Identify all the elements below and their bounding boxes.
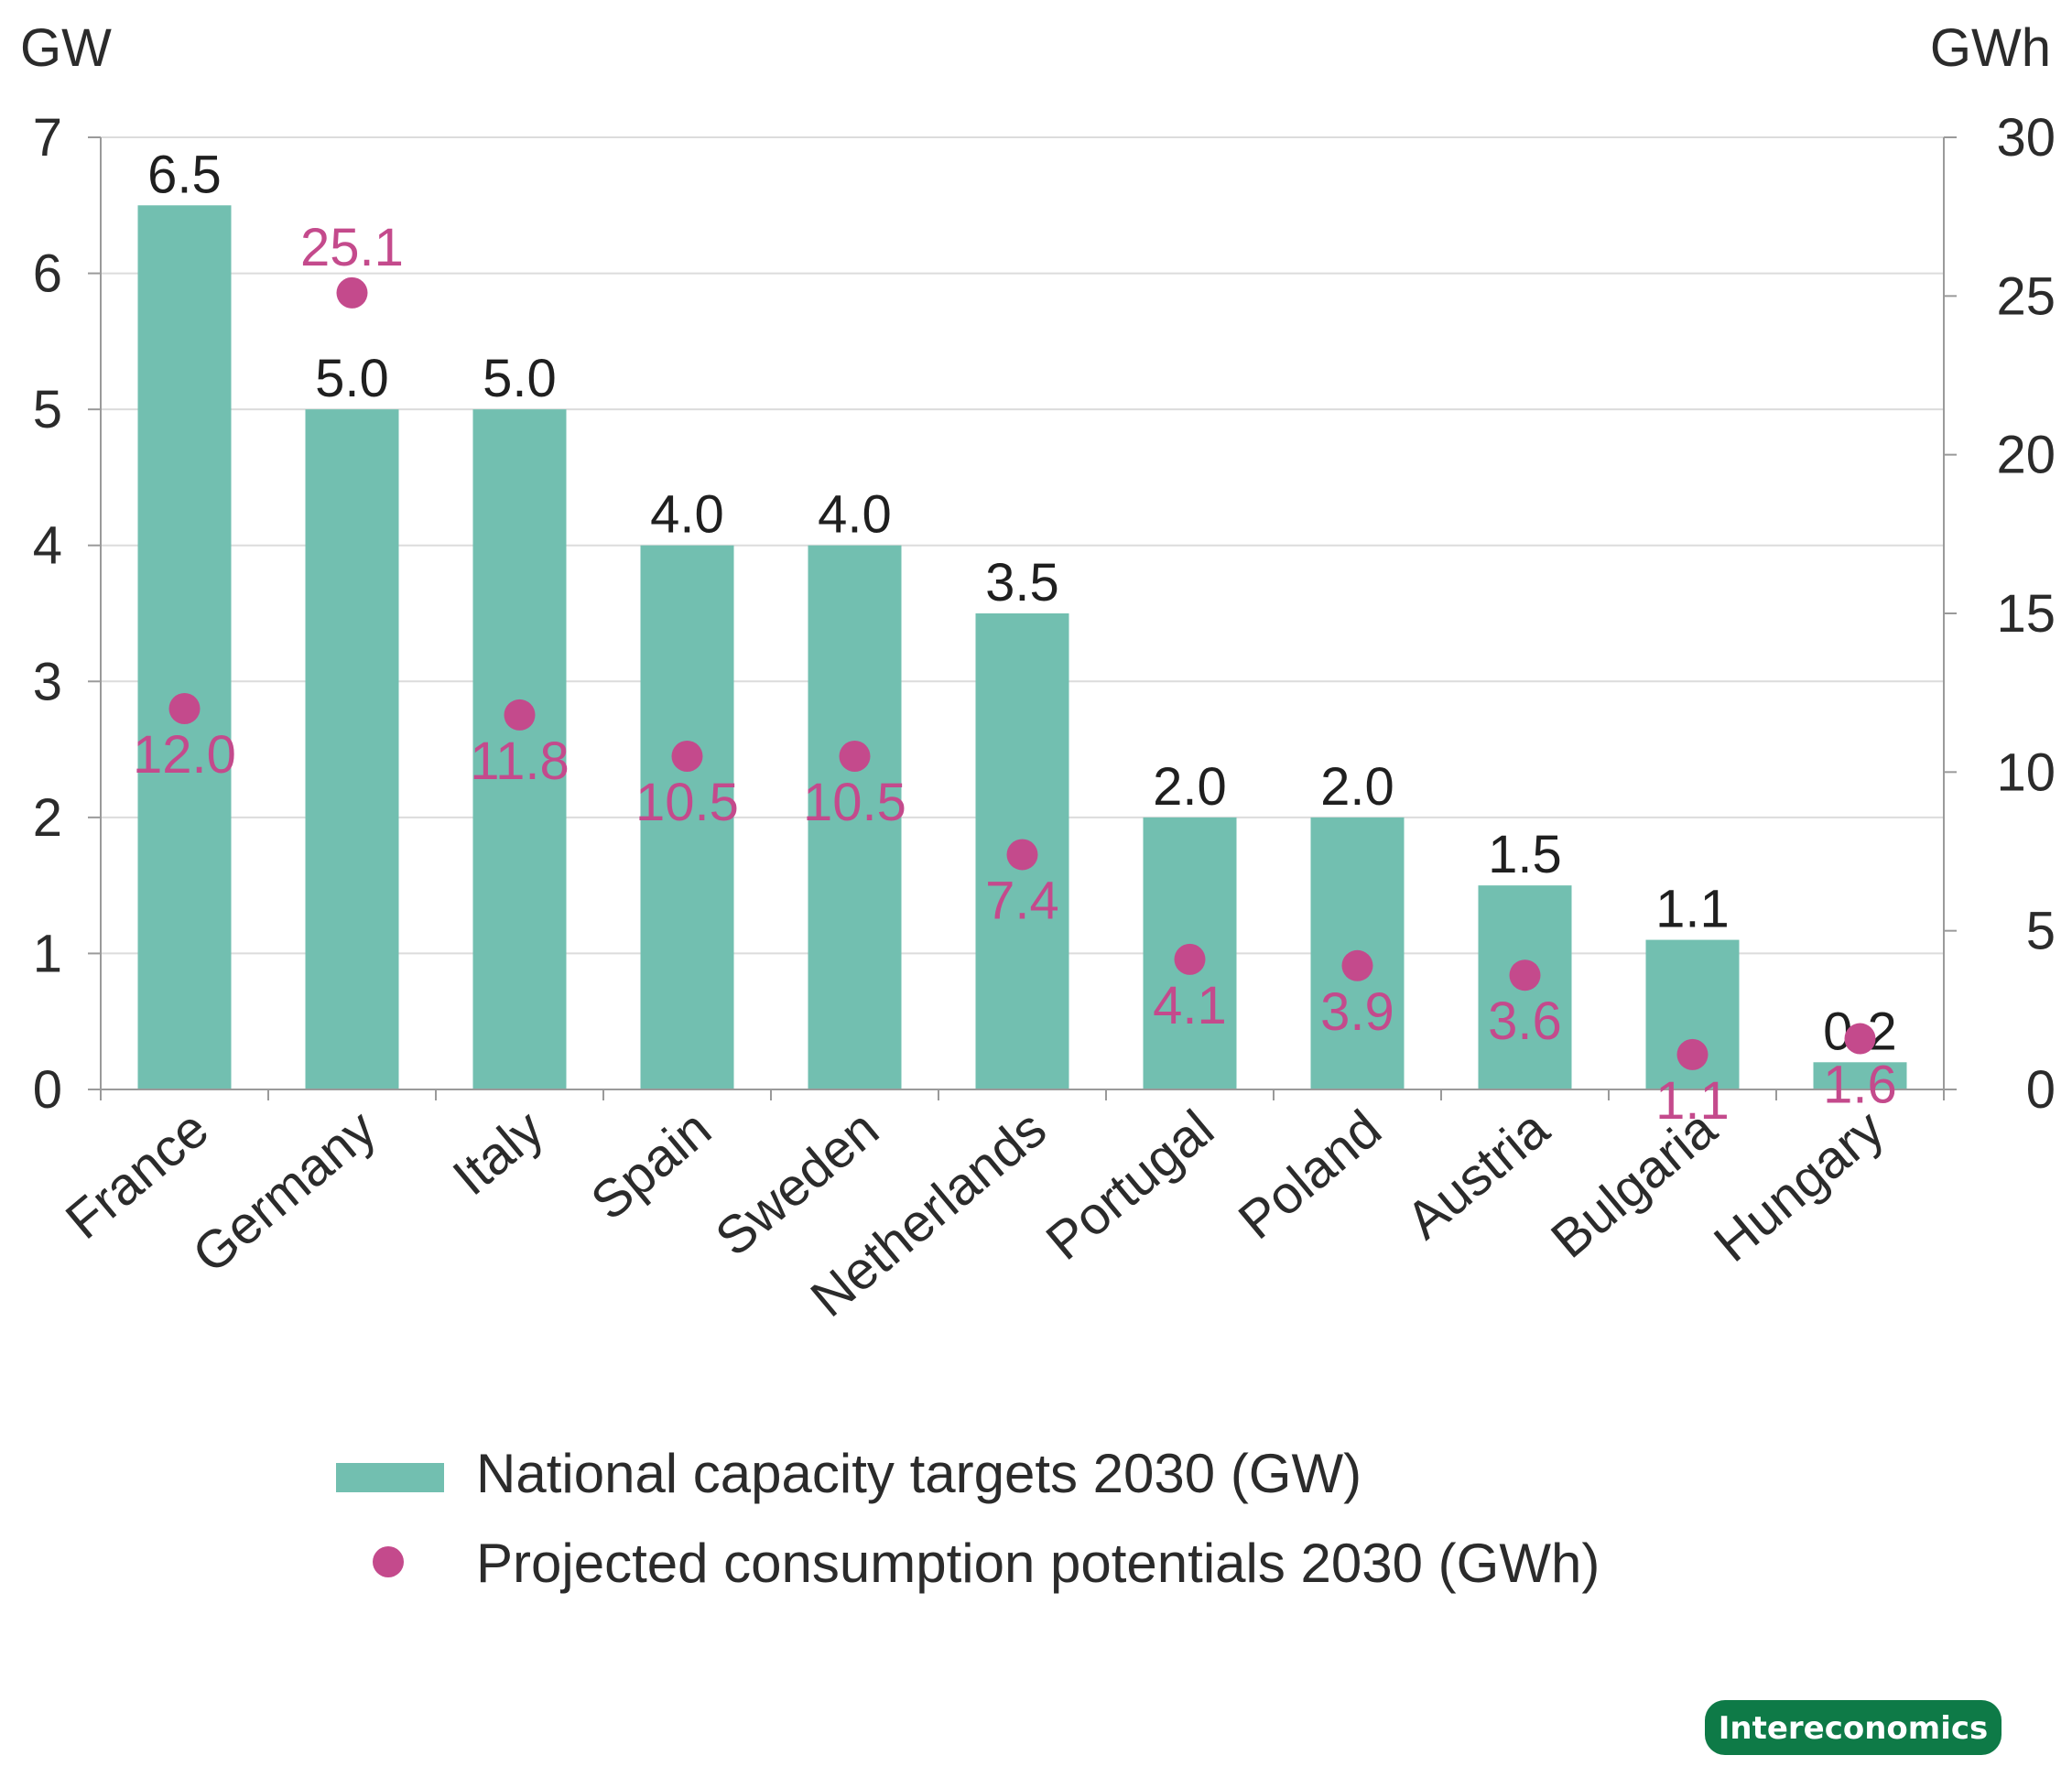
left-tick-label: 7 (33, 108, 62, 168)
dot-bulgaria (1676, 1038, 1709, 1070)
category-label-italy: Italy (442, 1099, 555, 1207)
source-badge-text: Intereconomics (1719, 1710, 1989, 1747)
dot-label-france: 12.0 (133, 725, 236, 785)
right-axis-ticks: 0 5 10 15 20 25 30 (1944, 108, 2056, 1120)
bar-sweden (808, 545, 902, 1089)
left-tick-label: 6 (33, 244, 62, 304)
dot-label-austria: 3.6 (1488, 991, 1562, 1051)
dot-netherlands (1006, 839, 1038, 871)
dot-italy (504, 699, 536, 731)
right-tick-label: 0 (2026, 1060, 2056, 1120)
dot-label-italy: 11.8 (470, 731, 570, 791)
bar-italy (472, 409, 567, 1090)
dot-label-sweden: 10.5 (803, 773, 906, 832)
dot-poland (1341, 949, 1373, 981)
dot-label-spain: 10.5 (635, 773, 739, 832)
category-label-austria: Austria (1395, 1099, 1561, 1251)
dot-label-bulgaria: 1.1 (1655, 1071, 1730, 1131)
bar-label-sweden: 4.0 (818, 485, 892, 545)
dot-series (168, 276, 1876, 1070)
bar-france (137, 205, 232, 1090)
right-tick-label: 30 (1996, 108, 2056, 168)
category-label-hungary: Hungary (1703, 1099, 1895, 1273)
bar-spain (640, 545, 734, 1089)
bar-label-italy: 5.0 (483, 349, 557, 408)
category-label-germany: Germany (181, 1099, 386, 1284)
legend: National capacity targets 2030 (GW) Proj… (336, 1443, 1600, 1594)
legend-dot-swatch (373, 1546, 404, 1577)
dot-hungary (1844, 1023, 1876, 1055)
left-tick-label: 0 (33, 1060, 62, 1120)
bar-label-bulgaria: 1.1 (1655, 880, 1730, 939)
category-label-poland: Poland (1228, 1099, 1393, 1251)
bar-hungary (1813, 1062, 1907, 1089)
dot-france (168, 693, 201, 724)
dot-spain (671, 741, 703, 772)
dot-portugal (1174, 943, 1206, 975)
bar-value-labels: 6.55.05.04.04.03.52.02.01.51.10.2 (147, 145, 1897, 1061)
legend-bar-swatch (336, 1463, 444, 1492)
bar-series (137, 205, 1907, 1090)
dot-label-hungary: 1.6 (1823, 1056, 1897, 1115)
dot-label-germany: 25.1 (300, 218, 404, 277)
legend-bar-label: National capacity targets 2030 (GW) (476, 1443, 1361, 1504)
category-label-spain: Spain (580, 1099, 721, 1231)
left-tick-label: 2 (33, 788, 62, 848)
category-label-bulgaria: Bulgaria (1540, 1099, 1728, 1270)
left-axis-unit: GW (20, 18, 112, 78)
dot-germany (336, 276, 368, 309)
bar-label-spain: 4.0 (650, 485, 724, 545)
bar-label-poland: 2.0 (1320, 757, 1394, 817)
right-tick-label: 25 (1996, 266, 2056, 326)
dot-label-netherlands: 7.4 (985, 871, 1059, 930)
right-tick-label: 10 (1996, 742, 2056, 802)
legend-dot-label: Projected consumption potentials 2030 (G… (476, 1533, 1600, 1594)
bar-label-portugal: 2.0 (1153, 757, 1227, 817)
bar-label-germany: 5.0 (315, 349, 389, 408)
right-tick-label: 5 (2026, 902, 2056, 961)
source-badge-background (1705, 1700, 2001, 1755)
right-tick-label: 15 (1996, 584, 2056, 644)
dot-label-portugal: 4.1 (1153, 976, 1227, 1035)
bar-label-austria: 1.5 (1488, 825, 1562, 884)
left-tick-label: 5 (33, 380, 62, 439)
left-axis-ticks: 0 1 2 3 4 5 6 7 (33, 108, 101, 1120)
bar-label-france: 6.5 (147, 145, 222, 204)
dot-sweden (839, 741, 871, 772)
dot-austria (1509, 959, 1541, 991)
left-tick-label: 3 (33, 652, 62, 711)
right-axis-unit: GWh (1930, 18, 2051, 78)
left-tick-label: 1 (33, 924, 62, 983)
bar-germany (305, 409, 399, 1090)
right-tick-label: 20 (1996, 426, 2056, 485)
dot-value-labels: 12.0 25.1 11.8 10.5 10.5 7.4 4.1 3.9 3.6 1.1 1.6 (133, 218, 1897, 1131)
dot-label-poland: 3.9 (1320, 982, 1394, 1042)
bar-label-netherlands: 3.5 (985, 553, 1059, 612)
left-tick-label: 4 (33, 516, 62, 576)
source-badge: Intereconomics (1705, 1700, 2001, 1755)
category-label-portugal: Portugal (1036, 1099, 1225, 1272)
